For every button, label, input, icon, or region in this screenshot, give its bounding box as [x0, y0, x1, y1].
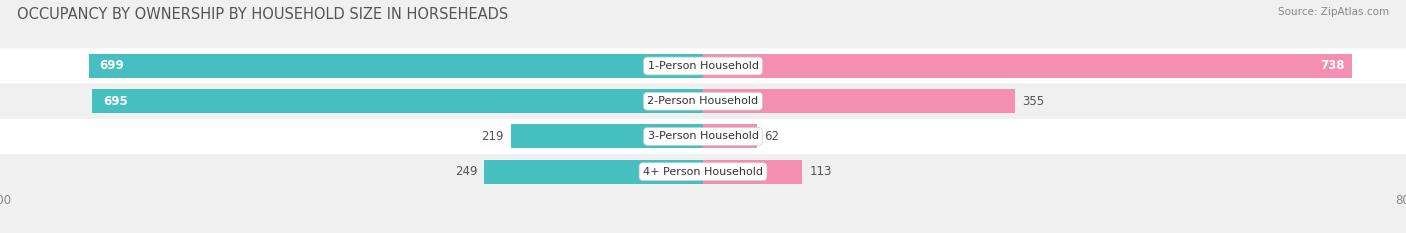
Text: Source: ZipAtlas.com: Source: ZipAtlas.com — [1278, 7, 1389, 17]
Bar — [484, 160, 703, 184]
Text: 355: 355 — [1022, 95, 1045, 108]
Text: 738: 738 — [1320, 59, 1344, 72]
Text: 113: 113 — [810, 165, 832, 178]
Text: 2-Person Household: 2-Person Household — [647, 96, 759, 106]
Bar — [703, 54, 1351, 78]
FancyBboxPatch shape — [0, 48, 1406, 84]
Bar — [510, 124, 703, 148]
Text: OCCUPANCY BY OWNERSHIP BY HOUSEHOLD SIZE IN HORSEHEADS: OCCUPANCY BY OWNERSHIP BY HOUSEHOLD SIZE… — [17, 7, 508, 22]
Text: 699: 699 — [100, 59, 124, 72]
Bar — [93, 89, 703, 113]
Text: 62: 62 — [765, 130, 779, 143]
Text: 4+ Person Household: 4+ Person Household — [643, 167, 763, 177]
Text: 219: 219 — [481, 130, 503, 143]
Text: 1-Person Household: 1-Person Household — [648, 61, 758, 71]
FancyBboxPatch shape — [0, 119, 1406, 154]
Bar — [703, 89, 1015, 113]
Text: 249: 249 — [454, 165, 477, 178]
Bar — [89, 54, 703, 78]
Text: 3-Person Household: 3-Person Household — [648, 131, 758, 141]
FancyBboxPatch shape — [0, 154, 1406, 189]
Bar — [703, 160, 803, 184]
Bar — [703, 124, 758, 148]
FancyBboxPatch shape — [0, 84, 1406, 119]
Text: 695: 695 — [103, 95, 128, 108]
